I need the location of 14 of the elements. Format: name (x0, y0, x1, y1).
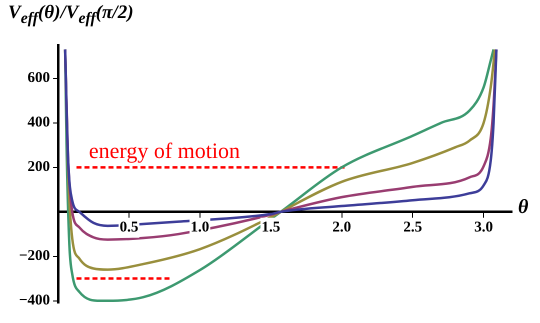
x-axis-title: θ (518, 196, 528, 219)
x-tick-label: 1.5 (261, 220, 280, 236)
x-tick-label: 1.0 (190, 220, 210, 236)
y-tick-label: −400 (18, 292, 50, 309)
x-tick-label: 2.0 (332, 220, 352, 236)
y-axis-title: V$_{eff}$(θ)/V$_{eff}$(π/2) (8, 2, 134, 28)
x-tick-label: 0.5 (120, 220, 138, 236)
y-tick-label: −200 (18, 248, 50, 264)
y-tick-label: 200 (28, 159, 50, 176)
x-tick-label: 3.0 (474, 220, 494, 236)
x-tick-label: 2.5 (403, 220, 422, 236)
y-tick-label: 400 (28, 114, 50, 131)
y-tick-label: 600 (28, 70, 50, 86)
annotation: energy of motion (88, 138, 240, 164)
